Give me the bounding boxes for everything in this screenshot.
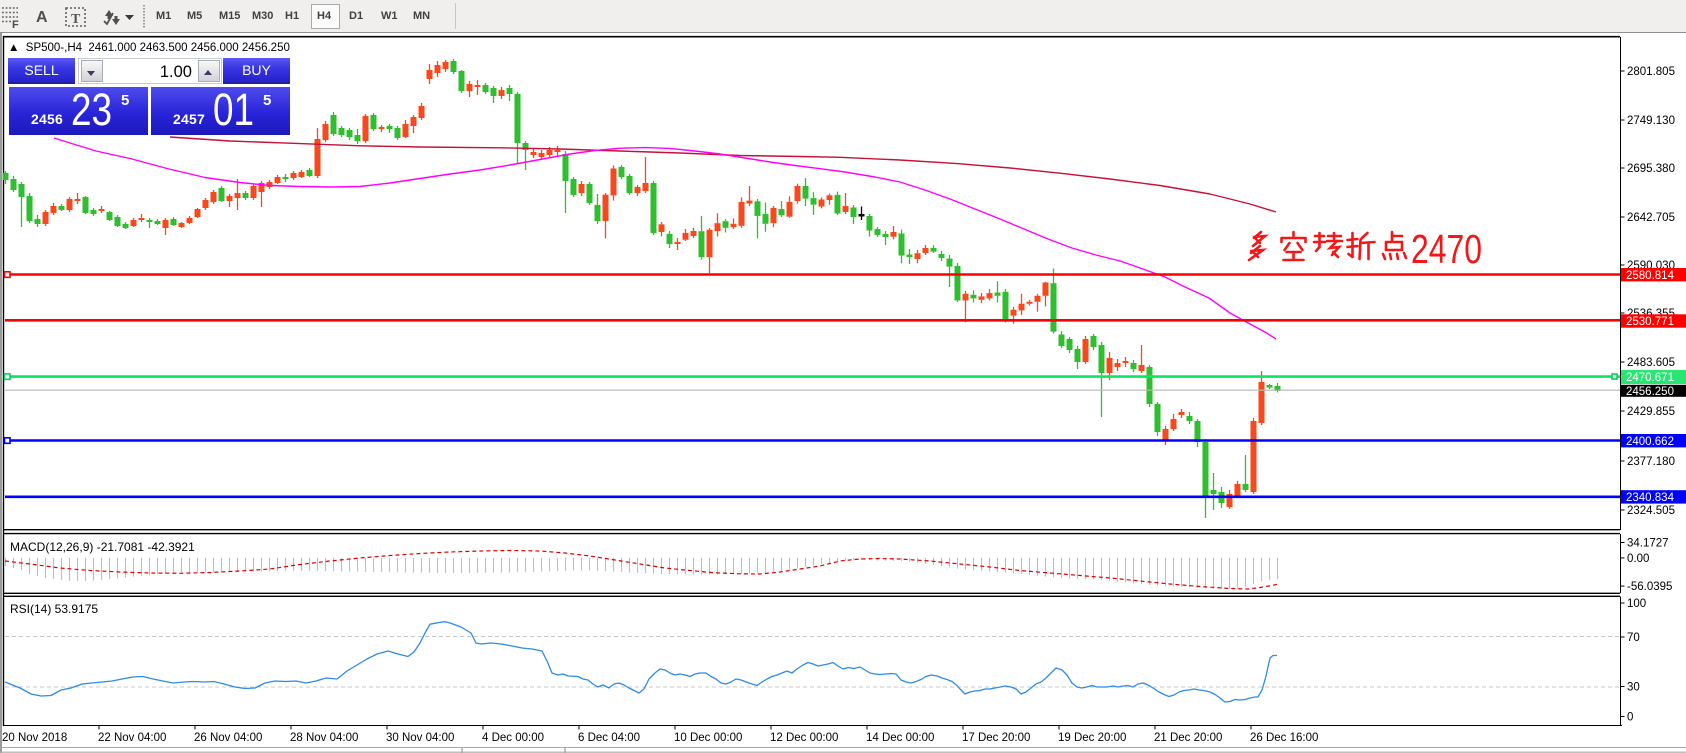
- svg-text:2580.814: 2580.814: [1626, 270, 1675, 282]
- svg-text:2340.834: 2340.834: [1626, 492, 1675, 504]
- svg-text:20 Nov 2018: 20 Nov 2018: [2, 732, 67, 744]
- svg-text:2695.380: 2695.380: [1627, 163, 1675, 175]
- svg-text:26 Nov 04:00: 26 Nov 04:00: [194, 732, 262, 744]
- svg-text:28 Nov 04:00: 28 Nov 04:00: [290, 732, 358, 744]
- svg-text:2642.705: 2642.705: [1627, 212, 1675, 224]
- svg-text:2483.605: 2483.605: [1627, 357, 1675, 369]
- svg-text:19 Dec 20:00: 19 Dec 20:00: [1058, 732, 1126, 744]
- svg-text:T: T: [71, 12, 81, 27]
- svg-text:-56.0395: -56.0395: [1627, 581, 1672, 593]
- svg-text:A: A: [36, 9, 48, 26]
- svg-text:10 Dec 00:00: 10 Dec 00:00: [674, 732, 742, 744]
- svg-text:70: 70: [1627, 632, 1640, 644]
- svg-text:2377.180: 2377.180: [1627, 456, 1675, 468]
- svg-text:30: 30: [1627, 682, 1640, 694]
- svg-text:2400.662: 2400.662: [1626, 436, 1674, 448]
- svg-text:26 Dec 16:00: 26 Dec 16:00: [1250, 732, 1318, 744]
- svg-text:2324.505: 2324.505: [1627, 505, 1675, 517]
- svg-text:0: 0: [1627, 712, 1633, 724]
- svg-text:2429.855: 2429.855: [1627, 406, 1675, 418]
- svg-text:2456.250: 2456.250: [1626, 386, 1674, 398]
- svg-text:2470.671: 2470.671: [1626, 372, 1674, 384]
- svg-text:0.00: 0.00: [1627, 553, 1649, 565]
- svg-text:4 Dec 00:00: 4 Dec 00:00: [482, 732, 544, 744]
- svg-text:6 Dec 04:00: 6 Dec 04:00: [578, 732, 640, 744]
- svg-text:2530.771: 2530.771: [1626, 316, 1674, 328]
- svg-text:22 Nov 04:00: 22 Nov 04:00: [98, 732, 166, 744]
- svg-text:2470: 2470: [1411, 226, 1482, 272]
- svg-text:30 Nov 04:00: 30 Nov 04:00: [386, 732, 454, 744]
- svg-text:F: F: [12, 19, 19, 31]
- svg-text:21 Dec 20:00: 21 Dec 20:00: [1154, 732, 1222, 744]
- svg-text:2749.130: 2749.130: [1627, 115, 1675, 127]
- svg-text:RSI(14) 53.9175: RSI(14) 53.9175: [10, 602, 98, 616]
- svg-text:34.1727: 34.1727: [1627, 538, 1669, 550]
- svg-text:2801.805: 2801.805: [1627, 66, 1675, 78]
- svg-text:17 Dec 20:00: 17 Dec 20:00: [962, 732, 1030, 744]
- svg-text:12 Dec 00:00: 12 Dec 00:00: [770, 732, 838, 744]
- svg-text:MACD(12,26,9) -21.7081 -42.392: MACD(12,26,9) -21.7081 -42.3921: [10, 540, 195, 554]
- svg-text:14 Dec 00:00: 14 Dec 00:00: [866, 732, 934, 744]
- svg-text:100: 100: [1627, 598, 1646, 610]
